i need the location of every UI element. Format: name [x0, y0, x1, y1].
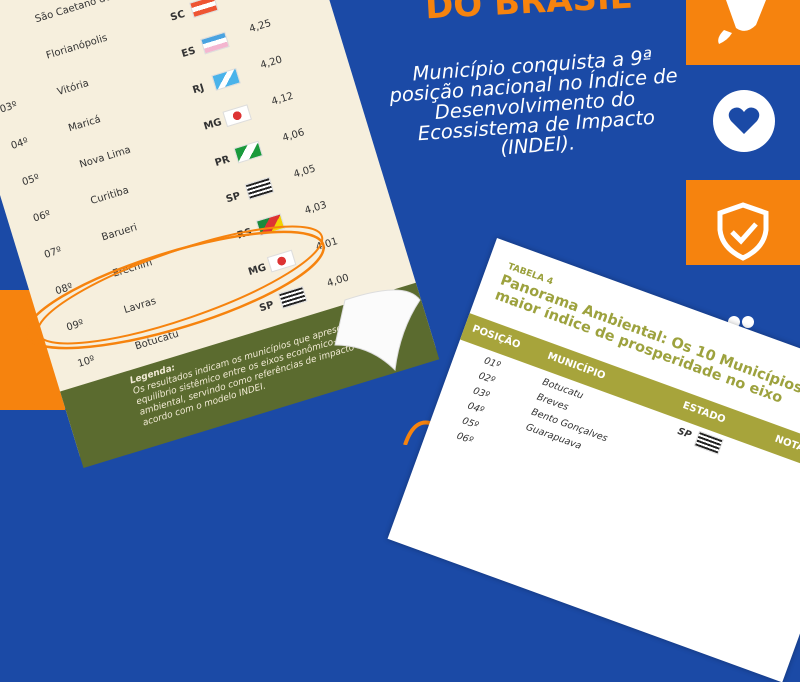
shield-tile	[686, 180, 800, 265]
heart-badge	[713, 90, 775, 152]
flag-sp-icon	[693, 430, 724, 455]
col-municipio: MUNICÍPIO	[545, 350, 607, 382]
col-nota: NOTA FI	[773, 433, 800, 460]
position-cell: 03º	[471, 385, 491, 402]
col-posicao: POSIÇÃO	[470, 323, 522, 351]
col-estado: ESTADO	[681, 400, 727, 426]
position-cell: 04º	[466, 400, 486, 417]
rocket-icon	[718, 0, 766, 44]
position-cell: 01º	[482, 355, 502, 372]
heart-icon	[728, 107, 760, 134]
position-cell: 05º	[460, 415, 480, 432]
highlight-circle	[25, 230, 325, 350]
shield-check-icon	[717, 202, 769, 261]
state-cell: SP	[676, 425, 693, 441]
position-cell: 06º	[455, 430, 475, 447]
position-cell: 02º	[476, 370, 497, 387]
page-curl	[25, 225, 439, 445]
rocket-tile	[686, 0, 800, 65]
